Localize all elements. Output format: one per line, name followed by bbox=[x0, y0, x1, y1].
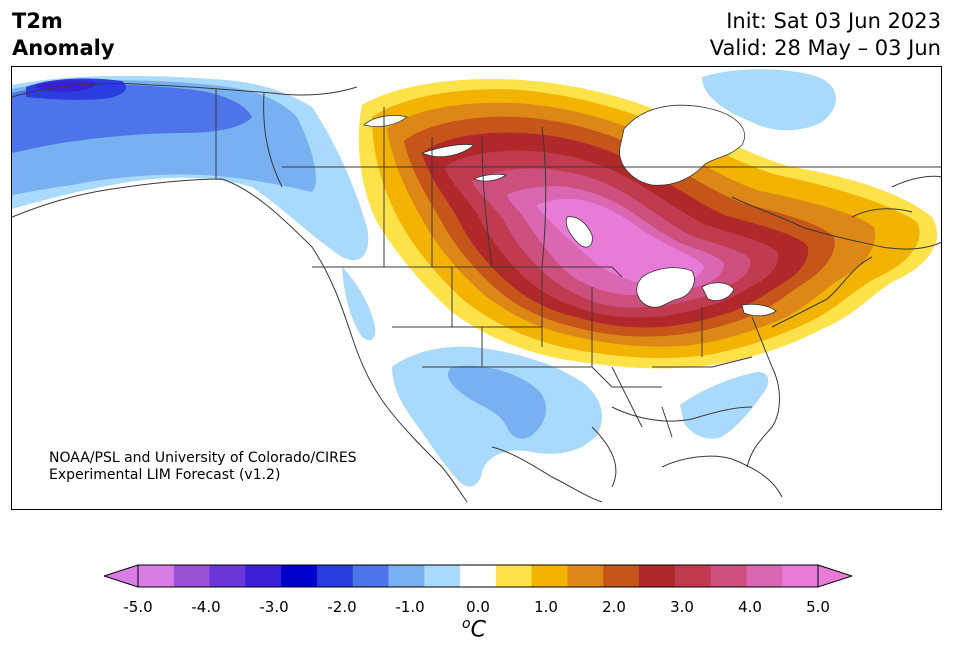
colorbar-bin bbox=[388, 565, 425, 587]
colorbar-tick-label: 2.0 bbox=[602, 598, 626, 616]
colorbar-bin bbox=[281, 565, 318, 587]
colorbar-tick-label: -5.0 bbox=[123, 598, 153, 616]
southwest-cold-anomaly bbox=[342, 267, 602, 487]
southeast-cold-anomaly bbox=[680, 372, 769, 439]
valid-range: Valid: 28 May – 03 Jun bbox=[709, 36, 941, 60]
anomaly-map bbox=[11, 66, 942, 510]
canada-midwest-warm-anomaly bbox=[358, 79, 938, 369]
credit-line-2: Experimental LIM Forecast (v1.2) bbox=[49, 467, 281, 483]
colorbar-bin bbox=[352, 565, 390, 587]
colorbar-tick-label: -2.0 bbox=[327, 598, 357, 616]
unit-superscript: o bbox=[462, 616, 471, 632]
map-title: T2m Anomaly bbox=[12, 8, 115, 62]
colorbar-bin bbox=[138, 565, 175, 587]
northern-canada-cold-anomaly bbox=[702, 69, 836, 131]
credit-line-1: NOAA/PSL and University of Colorado/CIRE… bbox=[49, 450, 357, 466]
colorbar-outline bbox=[137, 564, 819, 588]
colorbar-bin bbox=[173, 565, 211, 587]
colorbar-bin bbox=[424, 565, 461, 587]
colorbar-bin bbox=[495, 565, 533, 587]
colorbar-unit: oC bbox=[462, 616, 486, 642]
colorbar-over-arrow bbox=[817, 564, 852, 588]
colorbar bbox=[104, 564, 852, 588]
title-variable: T2m bbox=[12, 9, 63, 33]
colorbar-bin bbox=[245, 565, 282, 587]
colorbar-bin bbox=[710, 565, 747, 587]
colorbar-bin bbox=[460, 565, 497, 587]
colorbar-tick-label: 5.0 bbox=[806, 598, 830, 616]
colorbar-bin bbox=[531, 565, 568, 587]
alaska-cold-anomaly bbox=[12, 75, 369, 261]
unit-letter: C bbox=[470, 617, 486, 643]
colorbar-tick-label: -1.0 bbox=[395, 598, 425, 616]
colorbar-bin bbox=[567, 565, 604, 587]
lakes bbox=[363, 104, 777, 317]
colorbar-bin bbox=[316, 565, 354, 587]
colorbar-bin bbox=[639, 565, 676, 587]
colorbar-tick-label: 1.0 bbox=[534, 598, 558, 616]
colorbar-tick-label: 0.0 bbox=[466, 598, 490, 616]
boundaries bbox=[12, 83, 941, 503]
forecast-dates: Init: Sat 03 Jun 2023 Valid: 28 May – 03… bbox=[710, 8, 941, 62]
colorbar-bin bbox=[674, 565, 712, 587]
credit-text: NOAA/PSL and University of Colorado/CIRE… bbox=[49, 450, 357, 484]
colorbar-tick-label: -4.0 bbox=[191, 598, 221, 616]
colorbar-tick-label: 3.0 bbox=[670, 598, 694, 616]
colorbar-under-arrow bbox=[104, 564, 139, 588]
init-date: Init: Sat 03 Jun 2023 bbox=[726, 9, 941, 33]
colorbar-tick-label: 4.0 bbox=[738, 598, 762, 616]
colorbar-bin bbox=[209, 565, 246, 587]
colorbar-bin bbox=[746, 565, 783, 587]
colorbar-bin bbox=[782, 565, 819, 587]
colorbar-bin bbox=[603, 565, 640, 587]
map-canvas bbox=[12, 69, 941, 503]
colorbar-tick-label: -3.0 bbox=[259, 598, 289, 616]
title-anomaly: Anomaly bbox=[12, 36, 115, 60]
